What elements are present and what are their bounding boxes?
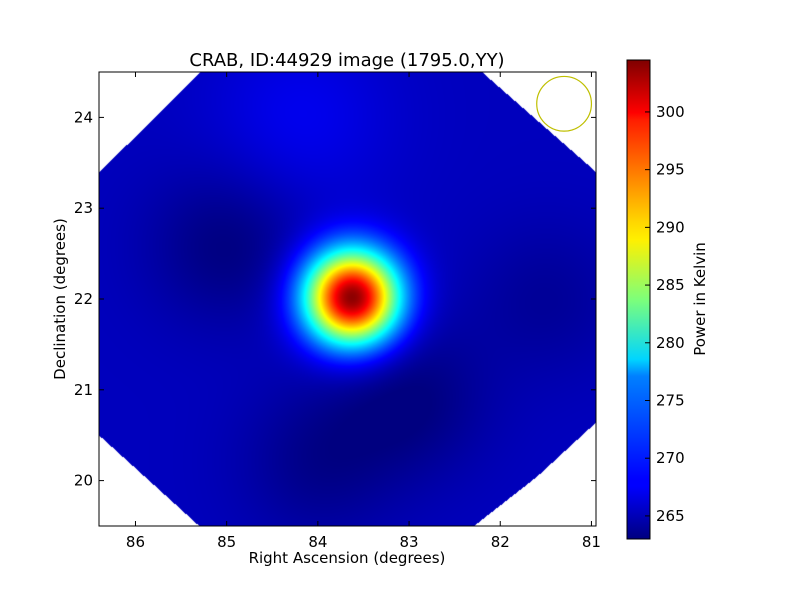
- x-tick-label: 82: [491, 533, 510, 551]
- x-axis-label: Right Ascension (degrees): [249, 549, 446, 567]
- y-axis-label: Declination (degrees): [51, 218, 69, 380]
- x-tick-label: 83: [400, 533, 419, 551]
- plot-area: [98, 71, 597, 527]
- colorbar-tick-label: 295: [656, 161, 685, 179]
- y-tick-label: 24: [74, 108, 93, 126]
- x-tick-label: 84: [308, 533, 327, 551]
- colorbar-ticks: 265 270 275 280 285 290 295 300: [645, 103, 685, 525]
- y-axis: 20 21 22 23 24: [74, 108, 596, 490]
- y-tick-label: 22: [74, 290, 93, 308]
- colorbar-tick-label: 300: [656, 103, 685, 121]
- colorbar-tick-label: 270: [656, 449, 685, 467]
- colorbar-tick-label: 290: [656, 218, 685, 236]
- colorbar-tick-label: 275: [656, 391, 685, 409]
- x-tick-label: 81: [582, 533, 601, 551]
- colorbar-tick-label: 265: [656, 507, 685, 525]
- colorbar-label: Power in Kelvin: [691, 242, 709, 356]
- colorbar: 265 270 275 280 285 290 295 300 Power in Kelvin: [626, 59, 709, 540]
- x-tick-label: 85: [217, 533, 236, 551]
- x-axis: 86 85 84 83 82 81: [126, 72, 601, 551]
- y-tick-label: 23: [74, 199, 93, 217]
- colorbar-tick-label: 280: [656, 334, 685, 352]
- colorbar-tick-label: 285: [656, 276, 685, 294]
- chart-title: CRAB, ID:44929 image (1795.0,YY): [189, 50, 504, 71]
- x-tick-label: 86: [126, 533, 145, 551]
- beam-circle: [536, 75, 593, 132]
- colorbar-gradient: [626, 59, 651, 540]
- y-tick-label: 21: [74, 381, 93, 399]
- y-tick-label: 20: [74, 472, 93, 490]
- heatmap-image: [99, 72, 596, 526]
